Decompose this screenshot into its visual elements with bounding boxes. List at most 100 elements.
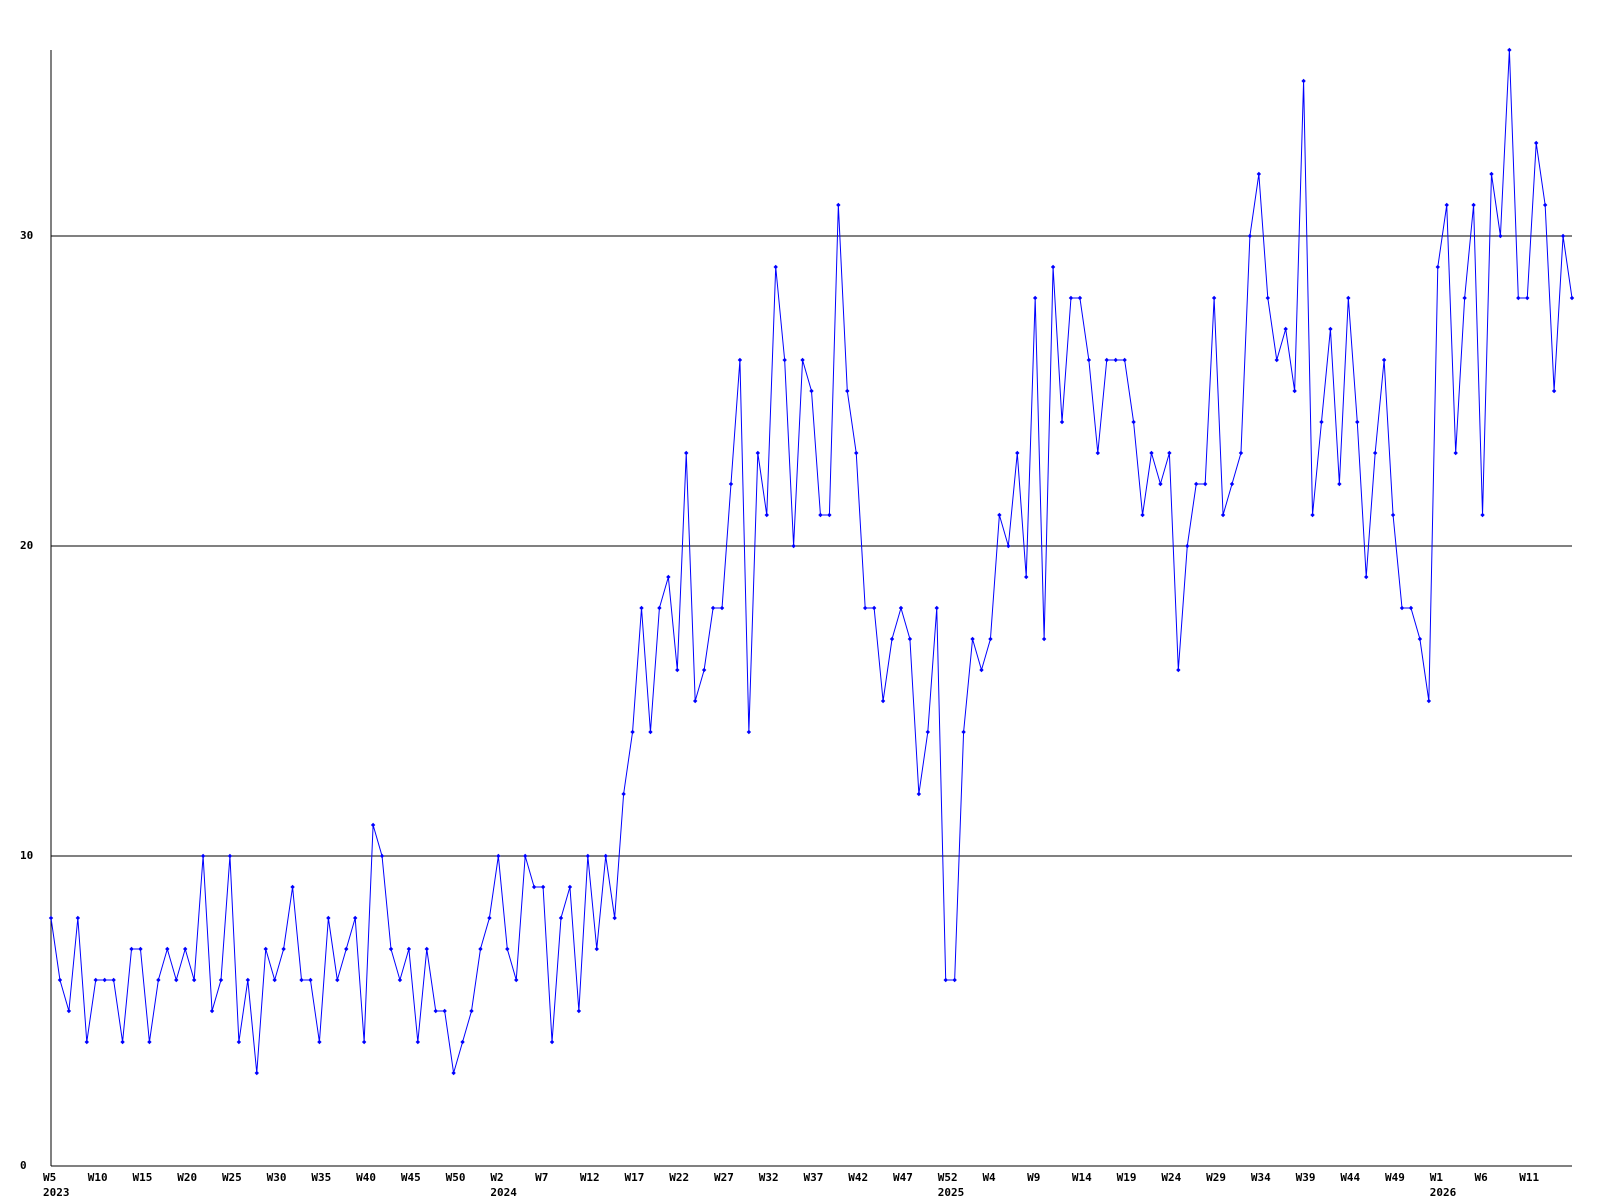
x-tick-label: W40 xyxy=(356,1171,376,1184)
point-marker xyxy=(308,977,313,983)
point-marker xyxy=(961,729,966,735)
point-marker xyxy=(576,1008,582,1014)
point-marker xyxy=(397,977,403,983)
point-marker xyxy=(773,264,778,270)
y-tick-label: 10 xyxy=(20,849,33,862)
point-marker xyxy=(979,667,984,673)
point-marker xyxy=(1149,450,1154,456)
point-marker xyxy=(1534,140,1539,146)
x-tick-label: W20 xyxy=(177,1171,197,1184)
x-tick-label: W44 xyxy=(1340,1171,1360,1184)
point-marker xyxy=(209,1008,215,1014)
x-tick-label: W47 xyxy=(893,1171,913,1184)
point-marker xyxy=(1032,295,1038,301)
point-marker xyxy=(800,357,805,363)
point-marker xyxy=(102,977,107,983)
point-marker xyxy=(1462,295,1467,301)
point-marker xyxy=(666,574,671,580)
point-marker xyxy=(540,884,546,890)
point-marker xyxy=(1024,574,1029,580)
point-marker xyxy=(1211,295,1217,301)
point-marker xyxy=(1337,481,1342,487)
x-tick-label: W5 xyxy=(43,1171,56,1184)
x-tick-label: W24 xyxy=(1161,1171,1181,1184)
point-marker xyxy=(728,481,734,487)
point-marker xyxy=(218,977,224,983)
point-marker xyxy=(183,946,188,952)
point-marker xyxy=(317,1039,322,1045)
point-marker xyxy=(1220,512,1226,518)
point-marker xyxy=(1390,512,1396,518)
point-marker xyxy=(75,915,81,921)
x-tick-label: W12 xyxy=(580,1171,600,1184)
point-marker xyxy=(1372,450,1378,456)
point-marker xyxy=(1346,295,1351,301)
point-marker xyxy=(1551,388,1557,394)
x-year-label: 2023 xyxy=(43,1186,70,1199)
x-tick-label: W1 xyxy=(1430,1171,1444,1184)
point-marker xyxy=(191,977,197,983)
point-marker xyxy=(1194,481,1199,487)
point-marker xyxy=(1158,481,1163,487)
point-marker xyxy=(1364,574,1369,580)
point-marker xyxy=(531,884,537,890)
point-marker xyxy=(290,884,295,890)
point-marker xyxy=(1238,450,1244,456)
point-marker xyxy=(1444,202,1449,208)
x-tick-label: W50 xyxy=(446,1171,466,1184)
point-marker xyxy=(263,946,268,952)
point-marker xyxy=(406,946,412,952)
point-marker xyxy=(1247,233,1253,239)
point-marker xyxy=(93,977,98,983)
point-marker xyxy=(809,388,814,394)
x-tick-label: W35 xyxy=(311,1171,331,1184)
point-marker xyxy=(612,915,617,921)
point-marker xyxy=(970,636,975,642)
point-marker xyxy=(880,698,886,704)
point-marker xyxy=(603,853,608,859)
point-marker xyxy=(997,512,1002,518)
point-marker xyxy=(478,946,483,952)
point-marker xyxy=(1355,419,1360,425)
point-marker xyxy=(1077,295,1083,301)
point-marker xyxy=(1095,450,1101,456)
point-marker xyxy=(719,605,725,611)
point-marker xyxy=(227,853,233,859)
x-year-label: 2024 xyxy=(490,1186,517,1199)
x-tick-label: W9 xyxy=(1027,1171,1040,1184)
point-marker xyxy=(245,977,251,983)
point-marker xyxy=(1381,357,1387,363)
point-marker xyxy=(1050,264,1056,270)
point-marker xyxy=(1122,357,1127,363)
point-marker xyxy=(147,1039,152,1045)
point-marker xyxy=(174,977,179,983)
point-marker xyxy=(388,946,394,952)
x-tick-label: W6 xyxy=(1475,1171,1489,1184)
x-tick-label: W2 xyxy=(490,1171,503,1184)
x-tick-label: W27 xyxy=(714,1171,734,1184)
point-marker xyxy=(1274,357,1279,363)
point-marker xyxy=(353,915,358,921)
point-marker xyxy=(460,1039,465,1045)
point-marker xyxy=(451,1070,456,1076)
point-marker xyxy=(1417,636,1423,642)
point-marker xyxy=(1301,78,1306,84)
point-marker xyxy=(854,450,859,456)
point-marker xyxy=(925,729,931,735)
x-tick-label: W17 xyxy=(625,1171,645,1184)
x-tick-label: W25 xyxy=(222,1171,242,1184)
point-marker xyxy=(1256,171,1262,177)
point-marker xyxy=(370,822,376,828)
point-marker xyxy=(1104,357,1109,363)
point-marker xyxy=(129,946,134,952)
point-marker xyxy=(630,729,635,735)
point-marker xyxy=(1569,295,1575,301)
point-marker xyxy=(361,1039,367,1045)
point-marker xyxy=(522,853,528,859)
point-marker xyxy=(1471,202,1476,208)
point-marker xyxy=(1507,47,1512,53)
point-marker xyxy=(57,977,63,983)
x-tick-label: W52 xyxy=(938,1171,958,1184)
point-marker xyxy=(934,605,939,611)
